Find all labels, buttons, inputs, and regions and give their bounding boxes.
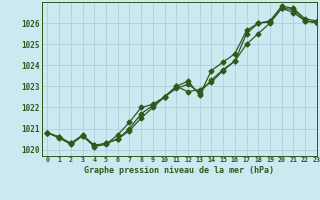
- X-axis label: Graphe pression niveau de la mer (hPa): Graphe pression niveau de la mer (hPa): [84, 166, 274, 175]
